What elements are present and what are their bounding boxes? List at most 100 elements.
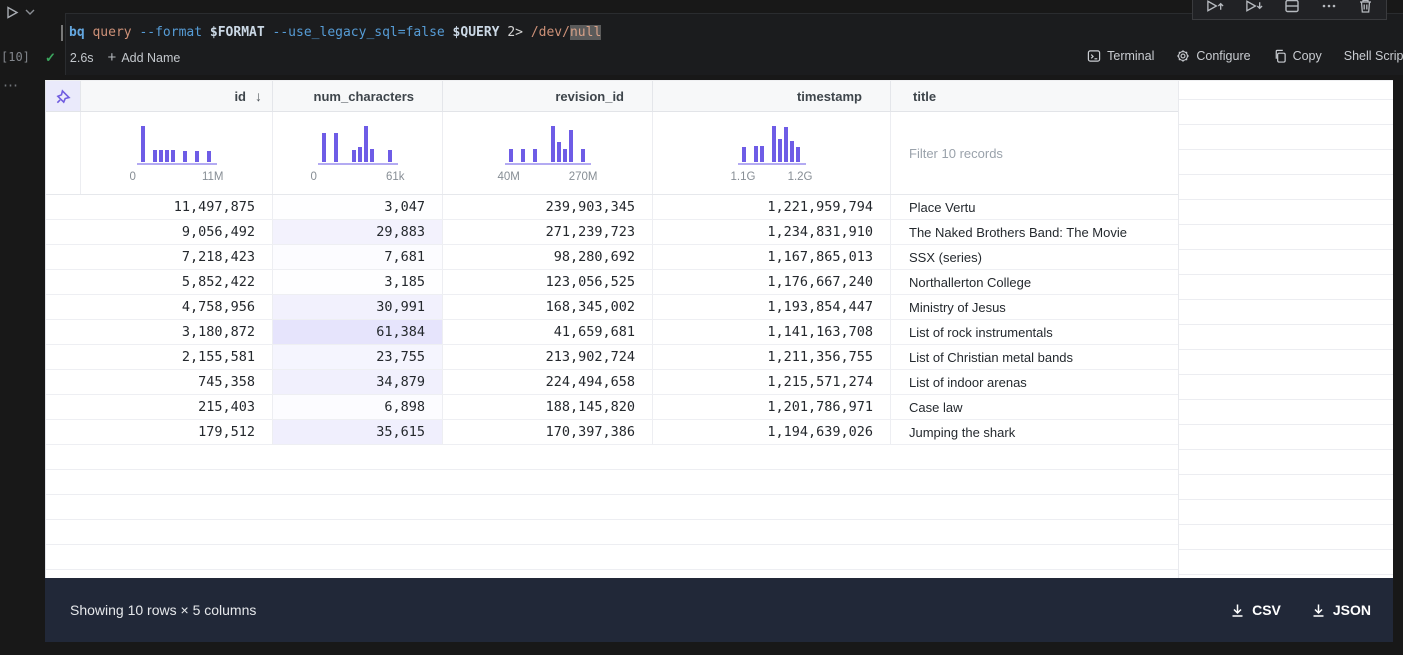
cell-timestamp[interactable]: 1,215,571,274 — [653, 370, 891, 394]
histogram-range: 40M 270M — [498, 171, 598, 183]
run-below-icon[interactable] — [1245, 0, 1263, 14]
cell-id[interactable]: 745,358 — [46, 370, 273, 394]
shell-script-button[interactable]: Shell Script — [1344, 49, 1403, 63]
histogram-id[interactable]: 0 11M — [81, 112, 273, 194]
add-name-button[interactable]: + Add Name — [108, 49, 181, 66]
cell-revision-id[interactable]: 98,280,692 — [443, 245, 653, 269]
terminal-button[interactable]: Terminal — [1087, 49, 1154, 63]
cell-num-characters[interactable]: 23,755 — [273, 345, 443, 369]
cell-num-characters[interactable]: 7,681 — [273, 245, 443, 269]
cell-title[interactable]: List of rock instrumentals — [909, 324, 1053, 340]
plus-icon: + — [107, 49, 117, 66]
cell-revision-id[interactable]: 170,397,386 — [443, 420, 653, 444]
cell-id[interactable]: 9,056,492 — [46, 220, 273, 244]
cell-timestamp[interactable]: 1,211,356,755 — [653, 345, 891, 369]
cell-id[interactable]: 7,218,423 — [46, 245, 273, 269]
cell-timestamp[interactable]: 1,141,163,708 — [653, 320, 891, 344]
cell-num-characters[interactable]: 35,615 — [273, 420, 443, 444]
cell-id[interactable]: 215,403 — [46, 395, 273, 419]
cell-id[interactable]: 4,758,956 — [46, 295, 273, 319]
cell-title[interactable]: The Naked Brothers Band: The Movie — [909, 224, 1127, 240]
add-name-label: Add Name — [121, 50, 181, 65]
cell-title[interactable]: List of Christian metal bands — [909, 349, 1074, 365]
cell-revision-id[interactable]: 41,659,681 — [443, 320, 653, 344]
rail-more-icon[interactable]: ⋯ — [3, 77, 19, 94]
cell-title[interactable]: Jumping the shark — [909, 424, 1016, 440]
sort-desc-icon[interactable]: ↓ — [255, 88, 262, 104]
cell-timestamp[interactable]: 1,176,667,240 — [653, 270, 891, 294]
column-header-timestamp[interactable]: timestamp — [653, 81, 891, 111]
cell-id[interactable]: 2,155,581 — [46, 345, 273, 369]
chevron-down-icon[interactable] — [25, 9, 35, 16]
cell-revision-id[interactable]: 239,903,345 — [443, 195, 653, 219]
cell-timestamp[interactable]: 1,193,854,447 — [653, 295, 891, 319]
cell-title[interactable]: Ministry of Jesus — [909, 299, 1006, 315]
text-cursor — [61, 25, 63, 41]
cell-revision-id[interactable]: 224,494,658 — [443, 370, 653, 394]
column-header-id[interactable]: id ↓ — [81, 81, 273, 111]
code-token: null — [569, 25, 602, 40]
code-cell — [65, 13, 1403, 75]
column-header-num-characters[interactable]: num_characters — [273, 81, 443, 111]
column-header-revision-id[interactable]: revision_id — [443, 81, 653, 111]
play-icon[interactable] — [5, 5, 20, 20]
right-empty-region — [1178, 81, 1393, 578]
histogram-revision-id[interactable]: 40M 270M — [443, 112, 653, 194]
cell-title[interactable]: SSX (series) — [909, 249, 982, 265]
export-json-button[interactable]: JSON — [1311, 602, 1371, 618]
run-above-icon[interactable] — [1206, 0, 1224, 14]
cell-id[interactable]: 3,180,872 — [46, 320, 273, 344]
cell-id[interactable]: 5,852,422 — [46, 270, 273, 294]
run-cell-button[interactable] — [5, 5, 35, 20]
cell-revision-id[interactable]: 213,902,724 — [443, 345, 653, 369]
cell-revision-id[interactable]: 168,345,002 — [443, 295, 653, 319]
cell-num-characters[interactable]: 61,384 — [273, 320, 443, 344]
trash-icon[interactable] — [1358, 0, 1373, 14]
cell-num-characters[interactable]: 34,879 — [273, 370, 443, 394]
cell-revision-id[interactable]: 188,145,820 — [443, 395, 653, 419]
cell-title[interactable]: Place Vertu — [909, 199, 976, 215]
cell-num-characters[interactable]: 6,898 — [273, 395, 443, 419]
histogram-bars — [140, 124, 213, 162]
cell-revision-id[interactable]: 271,239,723 — [443, 220, 653, 244]
histogram-num-characters[interactable]: 0 61k — [273, 112, 443, 194]
export-csv-button[interactable]: CSV — [1230, 602, 1281, 618]
cell-hover-toolbar — [1192, 0, 1387, 20]
copy-button[interactable]: Copy — [1273, 49, 1322, 63]
code-token: $QUERY — [452, 25, 500, 40]
empty-rows-region — [46, 445, 1178, 578]
export-actions: CSV JSON — [1230, 602, 1371, 618]
code-token: /dev/ — [530, 25, 570, 40]
cell-timestamp[interactable]: 1,167,865,013 — [653, 245, 891, 269]
cell-num-characters[interactable]: 3,185 — [273, 270, 443, 294]
table-row: 745,358 34,879 224,494,658 1,215,571,274 Lis… — [46, 370, 1178, 395]
split-cell-icon[interactable] — [1284, 0, 1300, 14]
cell-revision-id[interactable]: 123,056,525 — [443, 270, 653, 294]
cell-id[interactable]: 11,497,875 — [46, 195, 273, 219]
code-token: query — [92, 25, 132, 40]
command-line[interactable]: bq query --format $FORMAT --use_legacy_s… — [69, 25, 602, 40]
table-row: 215,403 6,898 188,145,820 1,201,786,971 Case… — [46, 395, 1178, 420]
cell-num-characters[interactable]: 30,991 — [273, 295, 443, 319]
title-filter-input[interactable] — [909, 145, 1139, 161]
title-filter-cell — [891, 112, 1178, 194]
configure-button[interactable]: Configure — [1176, 49, 1251, 63]
cell-actions: Terminal Configure Copy Shell Script — [1087, 49, 1403, 63]
histogram-timestamp[interactable]: 1.1G 1.2G — [653, 112, 891, 194]
cell-timestamp[interactable]: 1,234,831,910 — [653, 220, 891, 244]
cell-num-characters[interactable]: 29,883 — [273, 220, 443, 244]
cell-title[interactable]: Case law — [909, 399, 963, 415]
cell-timestamp[interactable]: 1,221,959,794 — [653, 195, 891, 219]
table-row: 179,512 35,615 170,397,386 1,194,639,026 Jum… — [46, 420, 1178, 445]
column-header-title[interactable]: title — [891, 81, 1178, 111]
more-icon[interactable] — [1321, 0, 1337, 14]
cell-timestamp[interactable]: 1,194,639,026 — [653, 420, 891, 444]
table-row: 4,758,956 30,991 168,345,002 1,193,854,447 M… — [46, 295, 1178, 320]
cell-title[interactable]: Northallerton College — [909, 274, 1032, 290]
pin-column-button[interactable] — [46, 81, 81, 111]
cell-timestamp[interactable]: 1,201,786,971 — [653, 395, 891, 419]
cell-num-characters[interactable]: 3,047 — [273, 195, 443, 219]
cell-id[interactable]: 179,512 — [46, 420, 273, 444]
row-count-summary: Showing 10 rows × 5 columns — [70, 602, 257, 618]
cell-title[interactable]: List of indoor arenas — [909, 374, 1027, 390]
